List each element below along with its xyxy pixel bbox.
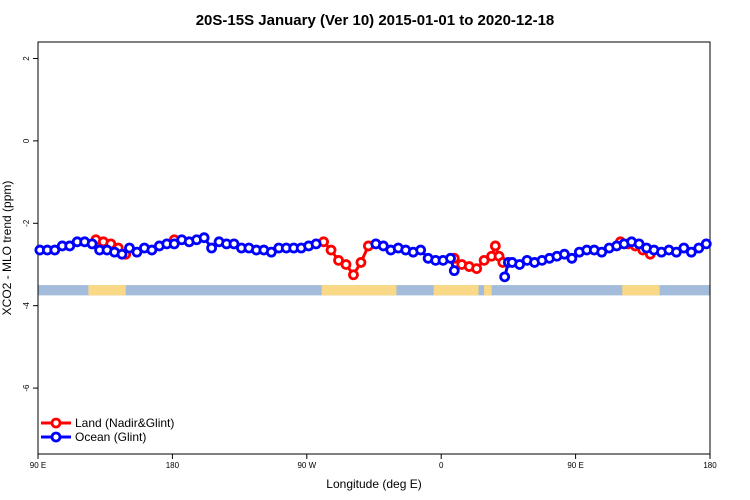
data-point [700,238,712,250]
data-point [448,265,460,277]
land-strip-segment [321,285,397,296]
x-tick-label: 90 W [297,461,316,470]
x-tick-label: 90 E [30,461,46,470]
x-tick-label: 0 [439,461,444,470]
data-point [206,242,218,254]
y-tick-label: -6 [22,384,31,392]
land-strip-segment [484,285,492,296]
data-point [310,238,322,250]
data-point [86,238,98,250]
legend-ocean-label: Ocean (Glint) [75,430,146,444]
y-tick-label: -2 [22,219,31,227]
data-point [471,263,483,275]
y-tick-label: 2 [22,56,31,61]
legend-land-label: Land (Nadir&Glint) [75,416,174,430]
land-strip-segment [433,285,479,296]
legend: Land (Nadir&Glint) Ocean (Glint) [41,416,174,444]
chart-title: 20S-15S January (Ver 10) 2015-01-01 to 2… [196,12,555,29]
y-tick-label: 0 [22,138,31,143]
data-point [566,252,578,264]
data-point [499,271,511,283]
data-point [445,252,456,264]
data-point [415,244,427,256]
land-strip-segment [88,285,126,296]
x-tick-label: 180 [166,461,180,470]
legend-ocean-marker [50,431,62,443]
legend-land-marker [50,417,62,429]
data-point [355,257,367,268]
y-axis-label: XCO2 - MLO trend (ppm) [0,181,14,316]
data-point [340,259,352,270]
land-ocean-strip [38,285,710,296]
data-point [348,269,359,281]
series-ocean [34,232,712,283]
y-tick-label: -4 [22,302,31,310]
series-layer [34,232,712,283]
x-tick-label: 90 E [567,461,583,470]
x-tick-label: 180 [703,461,717,470]
data-point [489,240,501,252]
data-point [116,248,128,260]
y-axis: 2 0 -2 -4 -6 [22,56,38,392]
x-axis-label: Longitude (deg E) [326,477,421,491]
land-strip-segment [622,285,660,296]
data-point [198,232,210,244]
data-point [325,244,337,256]
x-axis: 90 E 180 90 W 0 90 E 180 [30,454,717,470]
